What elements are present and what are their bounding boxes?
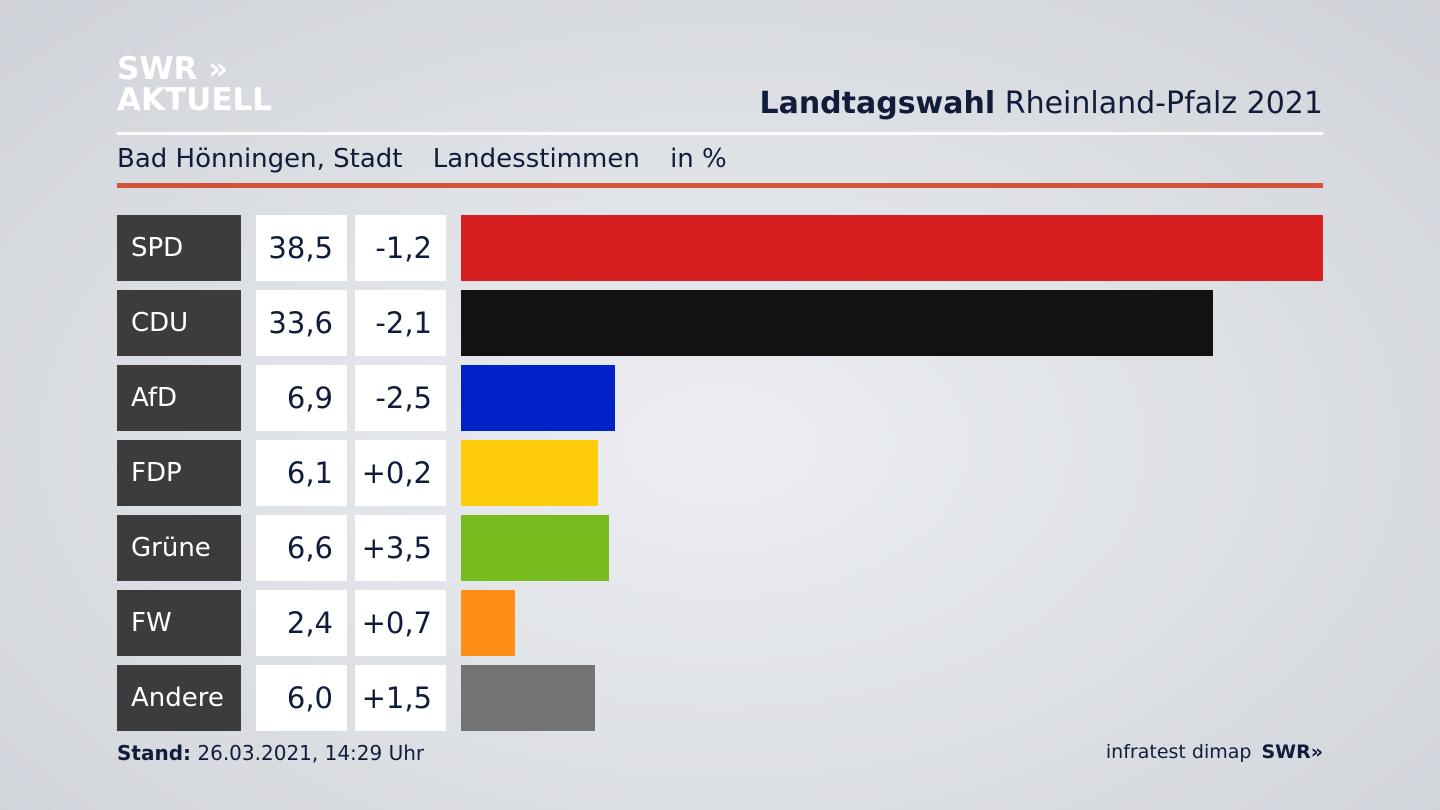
value-label: 2,4: [256, 590, 347, 656]
value-label: 6,0: [256, 665, 347, 731]
bar: [461, 515, 609, 581]
timestamp: Stand: 26.03.2021, 14:29 Uhr: [117, 741, 424, 765]
value-label: 33,6: [256, 290, 347, 356]
bar: [461, 590, 515, 656]
source-label: infratest dimap: [1105, 741, 1252, 763]
chart-title: Landtagswahl Rheinland-Pfalz 2021: [759, 86, 1323, 121]
bar-row: CDU 33,6 -2,1: [117, 290, 1323, 356]
value-label: 6,6: [256, 515, 347, 581]
party-label: FW: [117, 590, 241, 656]
logo-line1: SWR »: [117, 51, 229, 87]
subtitle: Bad Hönningen, Stadt Landesstimmen in %: [117, 144, 749, 174]
party-label: CDU: [117, 290, 241, 356]
bar-row: Andere 6,0 +1,5: [117, 665, 1323, 731]
accent-divider: [117, 183, 1323, 188]
diff-label: +1,5: [355, 665, 446, 731]
bar: [461, 290, 1214, 356]
diff-label: +0,7: [355, 590, 446, 656]
title-bold: Landtagswahl: [759, 86, 996, 121]
party-label: Grüne: [117, 515, 241, 581]
source: infratest dimap SWR»: [1106, 741, 1323, 763]
divider: [117, 132, 1323, 135]
swr-brand: SWR»: [1261, 741, 1323, 763]
value-label: 6,1: [256, 440, 347, 506]
stand-value: 26.03.2021, 14:29 Uhr: [197, 741, 425, 765]
bar-row: SPD 38,5 -1,2: [117, 215, 1323, 281]
party-label: Andere: [117, 665, 241, 731]
bar-row: FW 2,4 +0,7: [117, 590, 1323, 656]
bar-row: Grüne 6,6 +3,5: [117, 515, 1323, 581]
stand-label: Stand:: [117, 741, 192, 765]
bar-row: FDP 6,1 +0,2: [117, 440, 1323, 506]
title-rest: Rheinland-Pfalz 2021: [1004, 86, 1323, 121]
logo-line2: AKTUELL: [117, 82, 273, 118]
bar: [461, 365, 616, 431]
party-label: FDP: [117, 440, 241, 506]
bar: [461, 440, 598, 506]
subtitle-unit: in %: [670, 144, 727, 174]
diff-label: -2,5: [355, 365, 446, 431]
subtitle-type: Landesstimmen: [432, 144, 640, 174]
diff-label: +0,2: [355, 440, 446, 506]
bar-row: AfD 6,9 -2,5: [117, 365, 1323, 431]
subtitle-place: Bad Hönningen, Stadt: [117, 144, 403, 174]
diff-label: +3,5: [355, 515, 446, 581]
value-label: 6,9: [256, 365, 347, 431]
swr-aktuell-logo: SWR » AKTUELL: [117, 54, 272, 116]
value-label: 38,5: [256, 215, 347, 281]
party-label: AfD: [117, 365, 241, 431]
diff-label: -1,2: [355, 215, 446, 281]
party-label: SPD: [117, 215, 241, 281]
bar: [461, 665, 596, 731]
diff-label: -2,1: [355, 290, 446, 356]
bar: [461, 215, 1323, 281]
